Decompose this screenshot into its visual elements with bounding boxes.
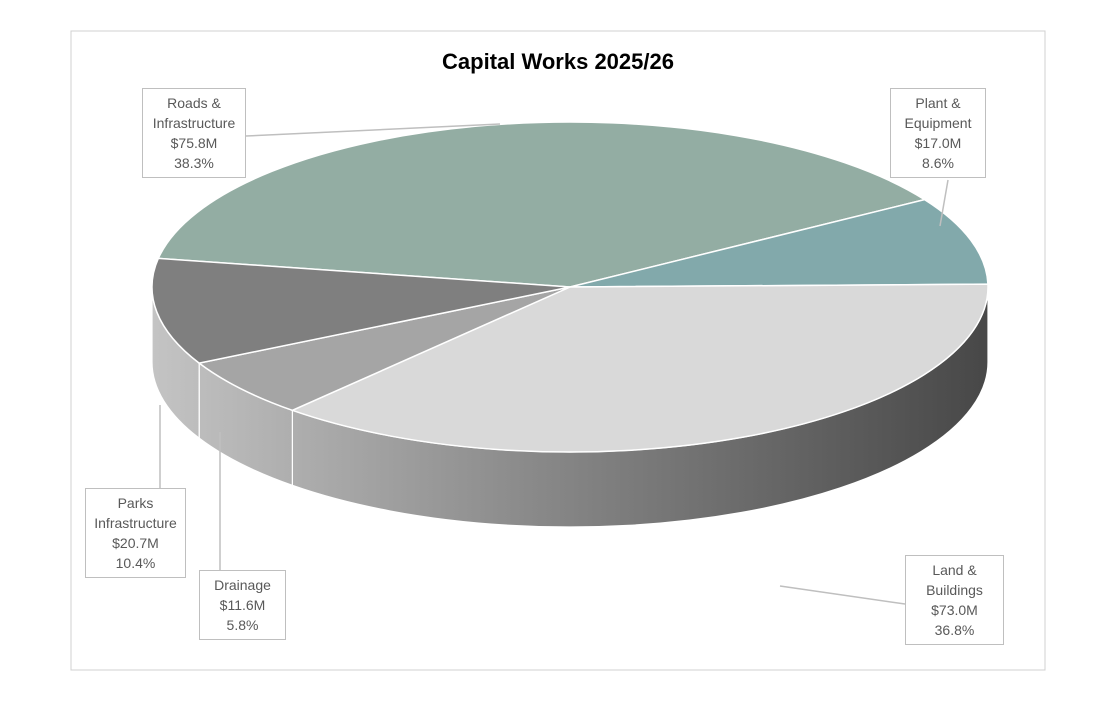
data-label: Parks Infrastructure $20.7M 10.4% [85,488,186,578]
pie-sides [151,286,989,528]
label-percent: 8.6% [922,155,954,171]
label-percent: 38.3% [174,155,214,171]
pie-slice [197,286,571,412]
data-label: Land & Buildings $73.0M 36.8% [905,555,1004,645]
label-percent: 5.8% [226,617,259,633]
label-value: $11.6M [219,597,266,613]
label-percent: 36.8% [934,622,975,638]
chart-title: Capital Works 2025/26 [442,49,674,74]
label-category: Land & Buildings [926,562,983,598]
data-label: Drainage $11.6M 5.8% [199,570,286,640]
leader-line [779,585,906,605]
label-category: Roads & Infrastructure [152,95,236,131]
label-category: Parks Infrastructure [94,495,177,531]
data-label: Roads & Infrastructure $75.8M 38.3% [142,88,246,178]
leader-line [939,179,949,227]
label-category: Plant & Equipment [904,95,972,131]
pie-slice [569,198,989,288]
label-category: Drainage [214,577,271,593]
label-percent: 10.4% [115,555,156,571]
pie-slice [290,283,989,453]
pie-tops [151,121,989,453]
label-value: $75.8M [170,135,218,151]
label-value: $20.7M [112,535,159,551]
pie-slice [151,257,571,364]
leader-line [245,123,501,137]
label-value: $73.0M [931,602,978,618]
data-label: Plant & Equipment $17.0M 8.6% [890,88,986,178]
label-value: $17.0M [914,135,962,151]
